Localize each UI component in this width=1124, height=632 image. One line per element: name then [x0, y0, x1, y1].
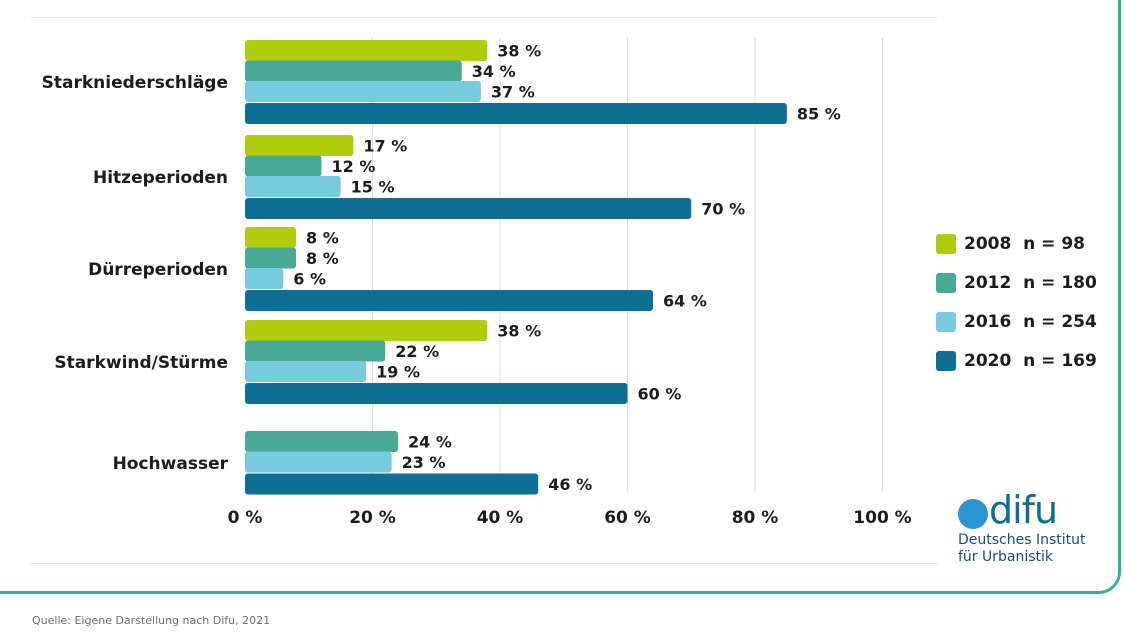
bar	[245, 361, 367, 382]
difu-logo: difu Deutsches Institut für Urbanistik	[958, 489, 1086, 566]
bar	[245, 340, 386, 362]
logo-subtitle-line-1: Deutsches Institut	[958, 532, 1086, 548]
x-tick-label: 20 %	[349, 508, 396, 528]
data-label: 19 %	[376, 363, 420, 382]
category-label: Starkniederschläge	[42, 73, 228, 93]
data-label: 17 %	[363, 137, 407, 156]
data-label: 34 %	[472, 62, 516, 81]
logo-subtitle-line-2: für Urbanistik	[958, 549, 1054, 565]
data-label: 64 %	[663, 292, 707, 311]
bar	[245, 40, 488, 61]
bar	[245, 60, 462, 82]
bar	[245, 176, 341, 197]
chart-legend: 2008 n = 98 2012 n = 180 2016 n = 254 2020 …	[936, 234, 1097, 390]
legend-label: 2012 n = 180	[964, 273, 1097, 293]
data-label: 38 %	[497, 42, 541, 61]
data-label: 15 %	[351, 178, 395, 197]
bar	[245, 473, 539, 495]
data-label: 8 %	[306, 229, 339, 248]
x-tick-label: 60 %	[604, 508, 651, 528]
data-label: 85 %	[797, 105, 841, 124]
data-label: 23 %	[402, 453, 446, 472]
x-tick-label: 40 %	[477, 508, 524, 528]
x-tick-label: 0 %	[228, 508, 263, 528]
legend-item: 2020 n = 169	[936, 351, 1097, 371]
legend-item: 2012 n = 180	[936, 273, 1097, 293]
bottom-divider	[30, 563, 938, 564]
bar	[245, 320, 488, 341]
data-label: 24 %	[408, 433, 452, 452]
data-label: 70 %	[701, 200, 745, 219]
bar	[245, 247, 296, 269]
x-tick-label: 100 %	[853, 508, 911, 528]
bar	[245, 451, 392, 473]
data-label: 38 %	[497, 322, 541, 341]
data-label: 37 %	[491, 83, 535, 102]
legend-swatch	[936, 273, 956, 293]
logo-mark: difu	[958, 489, 1086, 529]
category-label: Hitzeperioden	[93, 168, 228, 188]
data-label: 6 %	[293, 270, 326, 289]
data-label: 46 %	[548, 475, 592, 494]
top-divider	[30, 17, 938, 18]
bar	[245, 383, 628, 404]
legend-label: 2016 n = 254	[964, 312, 1097, 332]
data-label: 22 %	[395, 342, 439, 361]
bar	[245, 290, 653, 311]
panel-frame	[0, 0, 1121, 594]
legend-item: 2008 n = 98	[936, 234, 1097, 254]
legend-swatch	[936, 312, 956, 332]
legend-item: 2016 n = 254	[936, 312, 1097, 332]
category-label: Starkwind/Stürme	[54, 353, 228, 373]
bar	[245, 431, 398, 452]
bar-chart: 38 %34 %37 %85 %17 %12 %15 %70 %8 %8 %6 …	[42, 38, 912, 528]
bar	[245, 268, 284, 289]
data-label: 60 %	[638, 385, 682, 404]
bar	[245, 103, 787, 124]
legend-label: 2008 n = 98	[964, 234, 1085, 254]
bar	[245, 198, 692, 219]
category-label: Dürreperioden	[88, 260, 228, 280]
data-label: 12 %	[332, 157, 376, 176]
bar	[245, 227, 296, 248]
category-label: Hochwasser	[113, 454, 229, 474]
source-note: Quelle: Eigene Darstellung nach Difu, 20…	[32, 614, 271, 627]
logo-wordmark: difu	[989, 488, 1058, 532]
logo-dot	[958, 499, 988, 529]
legend-swatch	[936, 351, 956, 371]
bar	[245, 155, 322, 177]
x-tick-label: 80 %	[732, 508, 779, 528]
legend-swatch	[936, 234, 956, 254]
bar	[245, 135, 354, 156]
bar	[245, 81, 481, 102]
legend-label: 2020 n = 169	[964, 351, 1097, 371]
data-label: 8 %	[306, 249, 339, 268]
